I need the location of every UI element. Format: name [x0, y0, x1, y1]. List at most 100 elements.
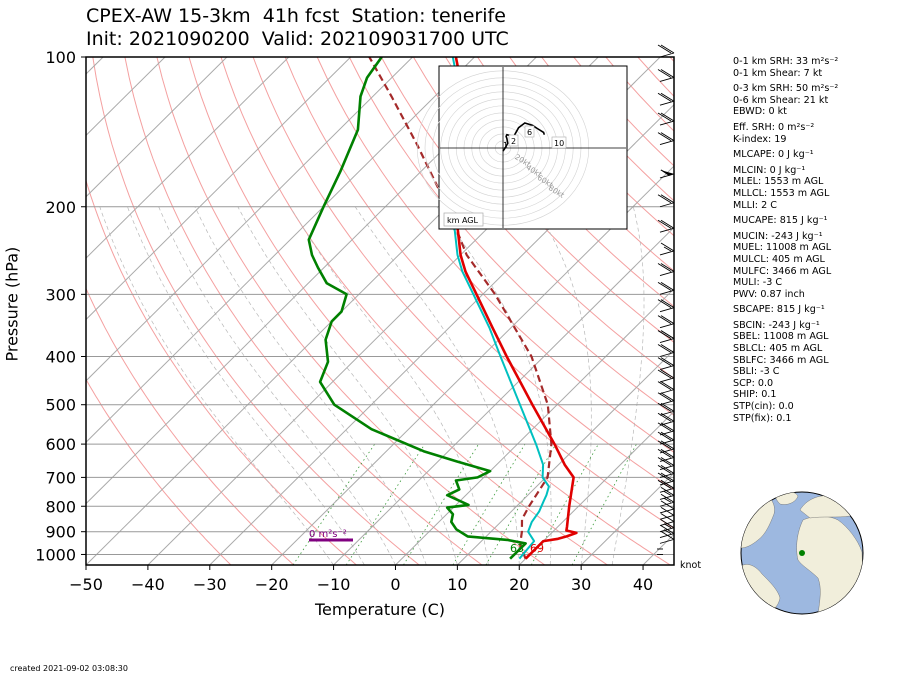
- barb-full-feather: [657, 472, 672, 482]
- wind-barb: [657, 381, 675, 395]
- parameter-line: MULI: -3 C: [733, 277, 783, 289]
- mixing-ratio-line: [403, 443, 479, 565]
- dry-adiabat: [445, 57, 674, 308]
- barb-staff: [659, 271, 675, 276]
- barb-staff: [659, 472, 675, 478]
- moist-adiabat: [289, 206, 489, 565]
- barb-staff: [659, 465, 675, 470]
- wind-barb: [657, 281, 675, 295]
- parameter-line: STP(cin): 0.0: [733, 401, 794, 413]
- wind-barb: [659, 487, 675, 500]
- barb-staff: [659, 120, 675, 126]
- parameter-line: SCP: 0.0: [733, 377, 774, 389]
- barb-full-feather: [657, 330, 672, 339]
- barb-full-feather: [660, 315, 675, 325]
- y-tick-label: 200: [45, 198, 76, 217]
- hodograph-height-mark: 10: [554, 139, 564, 148]
- isotherm-line: [457, 349, 674, 565]
- parameter-line: MLEL: 1553 m AGL: [733, 176, 824, 188]
- barb-staff: [659, 527, 675, 533]
- wind-barb: [657, 465, 675, 478]
- moist-adiabat: [534, 206, 592, 565]
- dry-adiabat: [124, 57, 483, 565]
- barb-staff: [659, 100, 675, 106]
- barb-full-feather: [660, 194, 675, 204]
- barb-full-feather: [657, 92, 672, 102]
- wind-barb: [657, 69, 675, 82]
- barb-full-feather: [657, 431, 672, 441]
- parameter-line: SHIP: 0.1: [733, 389, 777, 401]
- hodograph-label-box: [443, 212, 484, 227]
- barb-full-feather: [657, 132, 672, 141]
- parameter-line: MULCL: 405 m AGL: [733, 253, 825, 265]
- mixing-ratio-line: [345, 443, 426, 565]
- isotherm-line: [86, 57, 290, 259]
- mixing-ratio-line: [452, 443, 526, 565]
- barb-full-feather: [660, 112, 675, 122]
- barb-full-feather: [660, 299, 675, 309]
- barb-half-feather: [660, 169, 669, 175]
- barb-staff: [659, 140, 675, 146]
- station-marker: [799, 550, 805, 556]
- wind-barb: [657, 219, 675, 233]
- barb-full-feather: [660, 440, 675, 450]
- barb-full-feather: [657, 69, 672, 78]
- globe-land-africa: [796, 516, 863, 614]
- wind-barb: [657, 440, 675, 454]
- wind-barb: [659, 513, 675, 527]
- barb-full-feather: [660, 465, 675, 474]
- mixing-ratio-line: [571, 443, 637, 565]
- dewpoint-profile: [307, 57, 527, 560]
- barb-staff: [659, 480, 675, 486]
- y-tick-label: 300: [45, 285, 76, 304]
- barb-full-feather: [657, 457, 672, 466]
- wind-barb: [657, 112, 675, 126]
- barb-full-feather: [660, 281, 675, 291]
- barb-half-feather: [663, 246, 672, 252]
- isotherm-line: [271, 165, 674, 565]
- barb-full-feather: [657, 315, 672, 325]
- barb-full-feather: [660, 44, 675, 54]
- barb-full-feather: [660, 457, 675, 466]
- barb-full-feather: [657, 449, 672, 458]
- barb-full-feather: [660, 381, 675, 391]
- parameter-line: 0-3 km SRH: 50 m²s⁻²: [733, 83, 839, 95]
- parameter-line: 0-1 km SRH: 33 m²s⁻²: [733, 56, 839, 67]
- globe-locator: [740, 491, 864, 615]
- barb-staff: [659, 494, 675, 500]
- y-axis-label: Pressure (hPa): [2, 246, 22, 362]
- wind-barb: [657, 457, 675, 470]
- parameter-line: MUEL: 11008 m AGL: [733, 242, 832, 254]
- wind-barb: [657, 392, 675, 406]
- barb-full-feather: [660, 493, 675, 503]
- barb-full-feather: [657, 44, 672, 54]
- parameter-line: MUCIN: -243 J kg⁻¹: [733, 230, 823, 242]
- y-tick-label: 800: [45, 497, 76, 516]
- hodograph-height-mark: 1: [503, 141, 508, 150]
- barb-staff: [659, 289, 675, 295]
- barb-full-feather: [660, 242, 675, 252]
- parameter-line: MULFC: 3466 m AGL: [733, 265, 832, 277]
- x-tick-label: −30: [193, 575, 227, 594]
- wind-barb: [657, 132, 675, 146]
- barb-full-feather: [660, 472, 675, 482]
- moist-adiabat: [194, 206, 427, 565]
- mixing-ratio-line: [292, 443, 376, 565]
- parameter-line: 0-6 km Shear: 21 kt: [733, 94, 829, 106]
- surface-temperature-label: 69: [530, 542, 544, 555]
- parameter-line: 0-1 km Shear: 7 kt: [733, 67, 823, 79]
- barb-staff: [659, 410, 675, 416]
- barb-staff: [659, 448, 675, 454]
- x-tick-label: −50: [69, 575, 103, 594]
- barb-staff: [659, 420, 675, 426]
- wind-barb: [659, 493, 675, 507]
- wind-barb: [657, 344, 675, 357]
- wind-barb: [657, 330, 675, 343]
- barb-staff: [659, 400, 675, 406]
- x-tick-label: 0: [390, 575, 400, 594]
- parameter-line: MUCAPE: 815 J kg⁻¹: [733, 215, 828, 227]
- y-tick-label: 100: [45, 48, 76, 67]
- isotherm-line: [395, 288, 674, 565]
- wind-barb: [657, 44, 675, 58]
- wind-barb: [657, 369, 675, 383]
